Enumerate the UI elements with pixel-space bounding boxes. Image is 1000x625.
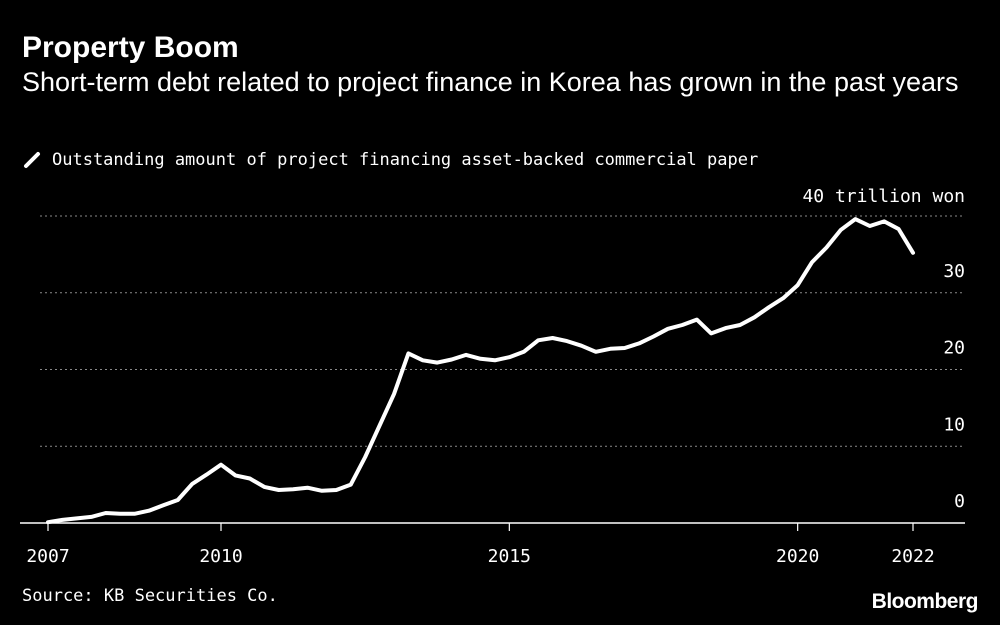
y-axis-labels: 0 10 20 30 40 trillion won: [802, 186, 965, 512]
data-point: [464, 353, 468, 357]
data-point: [738, 323, 742, 327]
data-point: [508, 356, 511, 359]
data-point: [551, 336, 554, 340]
data-point: [724, 326, 727, 330]
data-point: [219, 463, 223, 466]
source-note: Source: KB Securities Co.: [22, 586, 278, 606]
data-point: [162, 504, 165, 507]
data-point: [263, 485, 266, 489]
data-point: [839, 228, 843, 231]
x-tick-label: 2010: [199, 546, 242, 567]
data-point: [118, 512, 122, 515]
y-tick-label: 30: [943, 261, 965, 282]
data-point: [580, 344, 583, 347]
bloomberg-logo: Bloomberg: [871, 590, 979, 613]
data-point: [695, 318, 698, 321]
legend: Outstanding amount of project financing …: [22, 146, 758, 174]
data-point: [378, 424, 381, 427]
y-tick-label: 20: [943, 338, 965, 359]
data-point: [637, 342, 641, 345]
data-point: [436, 361, 439, 364]
data-point: [75, 517, 79, 520]
data-point: [450, 358, 453, 361]
data-point: [710, 332, 713, 335]
data-point: [825, 246, 828, 249]
x-tick-label: 2022: [891, 546, 934, 567]
data-point: [46, 521, 50, 524]
chart-title: Property Boom: [22, 31, 239, 64]
legend-label: Outstanding amount of project financing …: [52, 150, 759, 170]
data-point: [594, 350, 597, 353]
series-layer: [46, 217, 915, 525]
data-point: [782, 296, 785, 300]
data-point: [753, 316, 756, 319]
x-tick-label: 2015: [488, 546, 531, 567]
data-point: [854, 217, 857, 221]
data-point: [277, 488, 280, 492]
data-point: [883, 220, 886, 223]
data-point: [234, 474, 237, 477]
x-tick-label: 2007: [26, 546, 69, 567]
data-point: [493, 359, 497, 362]
data-point: [407, 352, 410, 355]
grid-lines: [40, 215, 965, 447]
x-tick-label: 2020: [776, 546, 819, 567]
data-point: [133, 512, 136, 515]
data-point: [810, 260, 814, 264]
data-point: [421, 359, 424, 362]
data-point: [681, 323, 684, 327]
y-tick-label: 0: [954, 491, 965, 512]
chart-subtitle: Short-term debt related to project finan…: [22, 67, 959, 97]
data-point: [364, 455, 367, 459]
y-tick-label: 10: [943, 414, 965, 435]
data-point: [147, 509, 151, 512]
data-point: [291, 488, 295, 491]
diagonal-line-icon: [24, 152, 40, 168]
data-point: [306, 486, 309, 489]
data-point: [479, 357, 482, 360]
data-point: [897, 227, 900, 231]
data-point: [248, 477, 251, 480]
data-point: [349, 483, 352, 486]
data-point: [104, 511, 107, 515]
data-point: [623, 346, 626, 350]
x-axis: 2007 2010 2015 2020 2022: [20, 522, 965, 567]
data-point: [565, 339, 569, 343]
data-point: [90, 515, 93, 519]
data-point: [320, 489, 324, 492]
data-point: [652, 335, 655, 338]
data-point: [392, 392, 396, 396]
data-point: [868, 224, 871, 228]
y-tick-label: 40 trillion won: [802, 186, 965, 207]
data-point: [537, 339, 540, 342]
data-point: [61, 518, 64, 522]
data-point: [176, 498, 179, 502]
data-point: [666, 327, 670, 330]
data-point: [767, 306, 770, 309]
data-point: [191, 482, 194, 486]
data-point: [335, 488, 338, 492]
data-point: [911, 251, 915, 254]
data-point: [522, 350, 525, 353]
data-point: [205, 473, 208, 476]
data-point: [796, 283, 799, 287]
data-point: [609, 347, 612, 350]
series-line: [46, 217, 915, 525]
